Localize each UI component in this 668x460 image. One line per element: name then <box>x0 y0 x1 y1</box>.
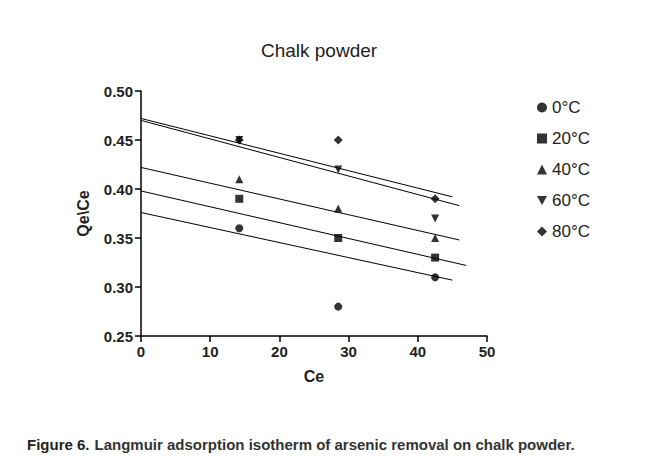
svg-text:Qe\Ce: Qe\Ce <box>75 190 92 236</box>
svg-text:50: 50 <box>479 343 496 360</box>
svg-text:0.40: 0.40 <box>104 181 133 198</box>
svg-text:0.50: 0.50 <box>104 83 133 100</box>
svg-text:30: 30 <box>340 343 357 360</box>
svg-text:0.35: 0.35 <box>104 230 133 247</box>
svg-text:0.25: 0.25 <box>104 328 133 345</box>
svg-text:Langmuir adsorption isotherm o: Langmuir adsorption isotherm of arsenic … <box>95 436 575 453</box>
svg-text:20: 20 <box>271 343 288 360</box>
svg-text:Ce: Ce <box>304 368 325 385</box>
svg-text:Figure 6.: Figure 6. <box>27 436 90 453</box>
svg-text:80°C: 80°C <box>552 222 590 241</box>
svg-text:0: 0 <box>137 343 145 360</box>
svg-text:0°C: 0°C <box>552 98 581 117</box>
svg-text:0.30: 0.30 <box>104 279 133 296</box>
svg-text:60°C: 60°C <box>552 191 590 210</box>
svg-text:0.45: 0.45 <box>104 132 133 149</box>
svg-text:40: 40 <box>409 343 426 360</box>
svg-text:40°C: 40°C <box>552 160 590 179</box>
svg-text:Chalk powder: Chalk powder <box>261 40 378 61</box>
svg-text:10: 10 <box>202 343 219 360</box>
svg-text:20°C: 20°C <box>552 129 590 148</box>
